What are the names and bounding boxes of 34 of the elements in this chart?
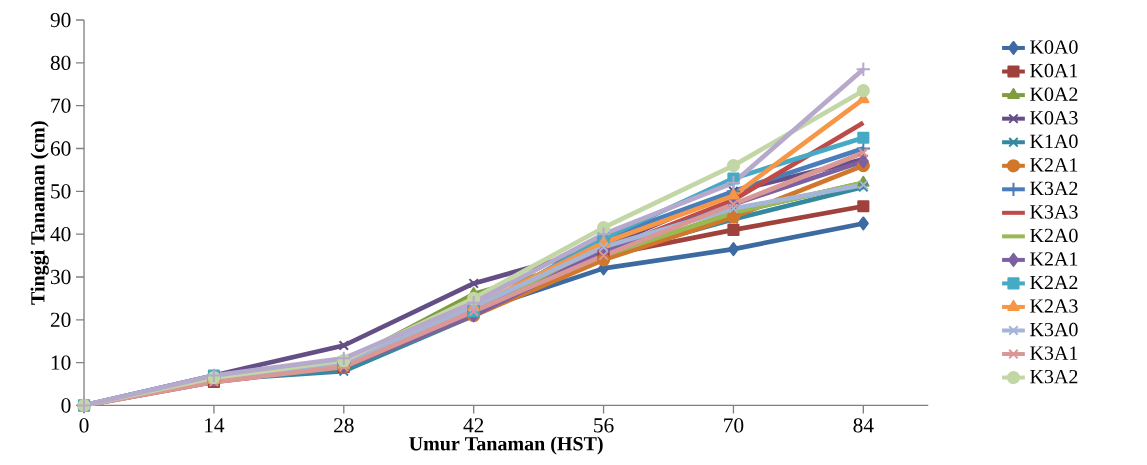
legend-label: K1A0 [1030,134,1078,148]
y-tick-label: 70 [51,98,71,113]
legend-label: K0A1 [1030,63,1078,78]
legend-label: K3A2 [1030,369,1078,384]
x-axis-title: Umur Tanaman (HST) [409,436,603,455]
y-tick-label: 90 [50,12,71,27]
y-tick-label: 60 [50,141,71,156]
legend-label: K3A3 [1030,204,1078,219]
legend-label: K0A2 [1030,87,1078,101]
y-axis-title: Tinggi Tanaman (cm) [30,121,49,305]
x-tick-label: 14 [205,417,225,433]
legend-label: K2A1 [1030,252,1078,266]
legend-label: K0A0 [1030,40,1078,54]
legend-label: K3A1 [1030,346,1078,360]
legend-label: K0A3 [1030,110,1078,125]
x-tick-label: 28 [334,417,354,433]
x-tick-label: 70 [724,417,744,433]
x-tick-label: 84 [853,417,874,433]
x-tick-label: 42 [463,417,484,433]
y-tick-label: 40 [50,226,71,242]
y-tick-label: 50 [51,183,71,199]
legend-label: K2A0 [1030,228,1078,242]
legend-label: K3A0 [1030,322,1078,337]
y-tick-label: 0 [61,398,71,413]
x-tick-label: 0 [79,417,89,433]
legend-label: K2A1 [1030,157,1078,172]
legend-label: K3A2 [1030,181,1078,195]
legend-label: K2A3 [1030,299,1078,313]
y-tick-label: 80 [50,55,71,70]
y-tick-label: 10 [51,355,71,370]
legend-label: K2A2 [1030,275,1078,289]
x-tick-label: 56 [594,417,614,433]
y-tick-label: 30 [51,269,71,284]
y-tick-label: 20 [50,312,71,327]
